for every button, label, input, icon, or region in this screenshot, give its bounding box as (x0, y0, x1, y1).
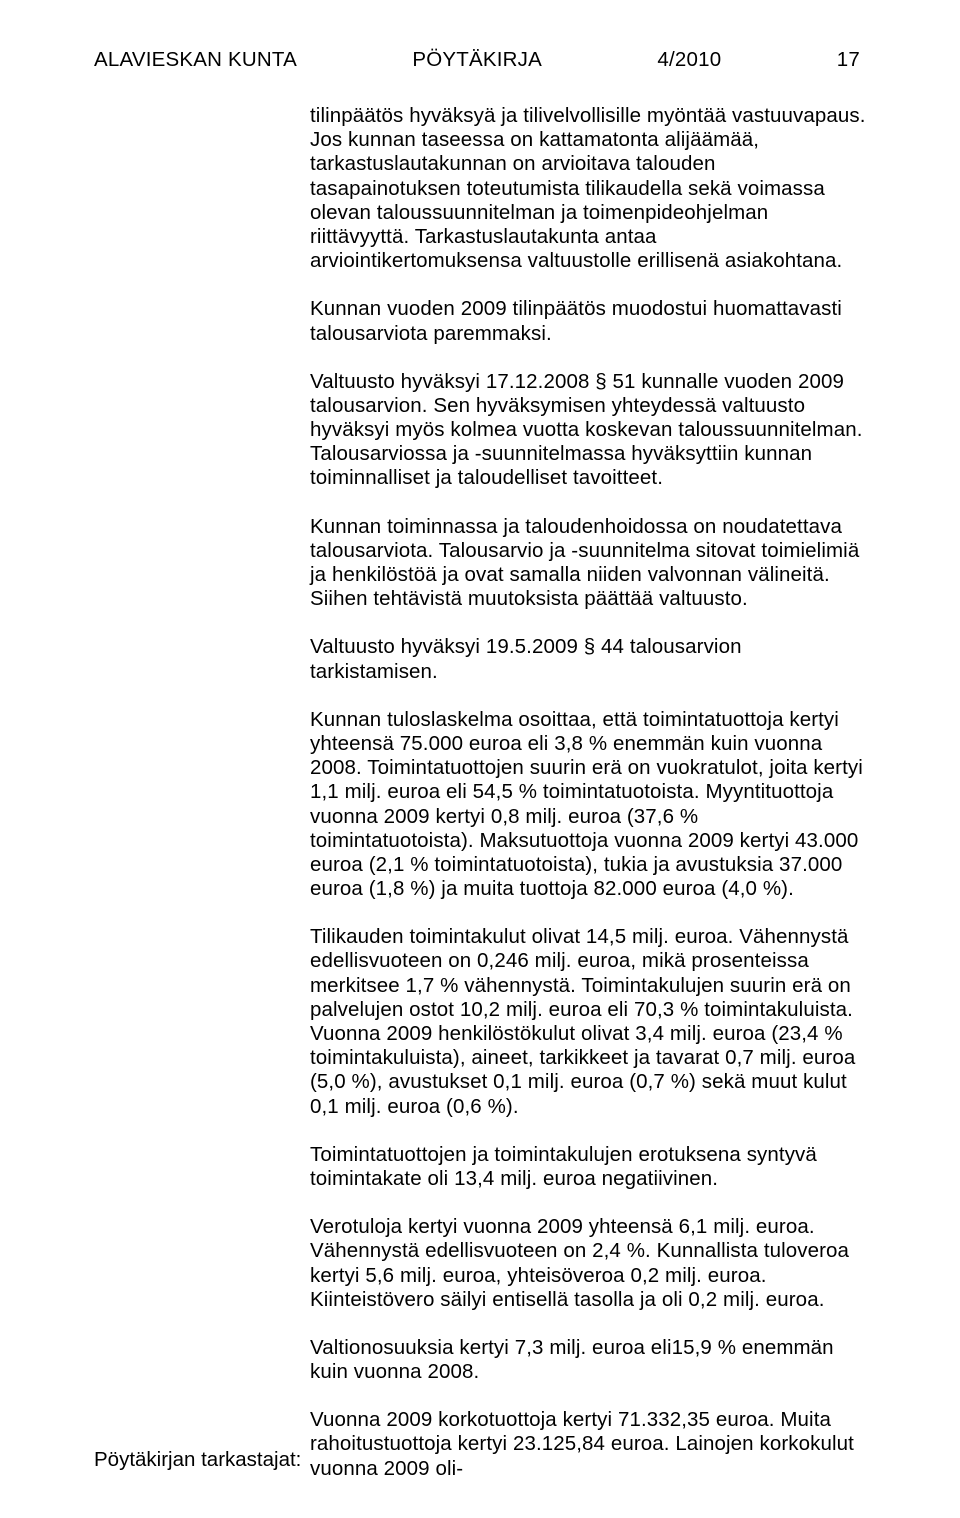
paragraph: Valtuusto hyväksyi 17.12.2008 § 51 kunna… (310, 370, 866, 491)
document-body: tilinpäätös hyväksyä ja tilivelvollisill… (310, 104, 866, 1481)
paragraph: Tilikauden toimintakulut olivat 14,5 mil… (310, 925, 866, 1119)
paragraph: Valtuusto hyväksyi 19.5.2009 § 44 talous… (310, 635, 866, 683)
paragraph: Kunnan tuloslaskelma osoittaa, että toim… (310, 708, 866, 902)
paragraph: tilinpäätös hyväksyä ja tilivelvollisill… (310, 104, 866, 273)
header-page-number: 17 (837, 48, 866, 72)
footer-reviewers-label: Pöytäkirjan tarkastajat: (94, 1448, 301, 1471)
paragraph: Verotuloja kertyi vuonna 2009 yhteensä 6… (310, 1215, 866, 1312)
paragraph: Vuonna 2009 korkotuottoja kertyi 71.332,… (310, 1408, 866, 1481)
paragraph: Valtionosuuksia kertyi 7,3 milj. euroa e… (310, 1336, 866, 1384)
header-doc-type: PÖYTÄKIRJA (412, 48, 542, 72)
page-footer: Pöytäkirjan tarkastajat: (94, 1448, 301, 1472)
header-doc-number: 4/2010 (657, 48, 721, 72)
page-header: ALAVIESKAN KUNTA PÖYTÄKIRJA 4/2010 17 (94, 48, 866, 72)
page-container: ALAVIESKAN KUNTA PÖYTÄKIRJA 4/2010 17 ti… (0, 0, 960, 1518)
paragraph: Kunnan toiminnassa ja taloudenhoidossa o… (310, 515, 866, 612)
paragraph: Toimintatuottojen ja toimintakulujen ero… (310, 1143, 866, 1191)
header-municipality: ALAVIESKAN KUNTA (94, 48, 297, 72)
paragraph: Kunnan vuoden 2009 tilinpäätös muodostui… (310, 297, 866, 345)
